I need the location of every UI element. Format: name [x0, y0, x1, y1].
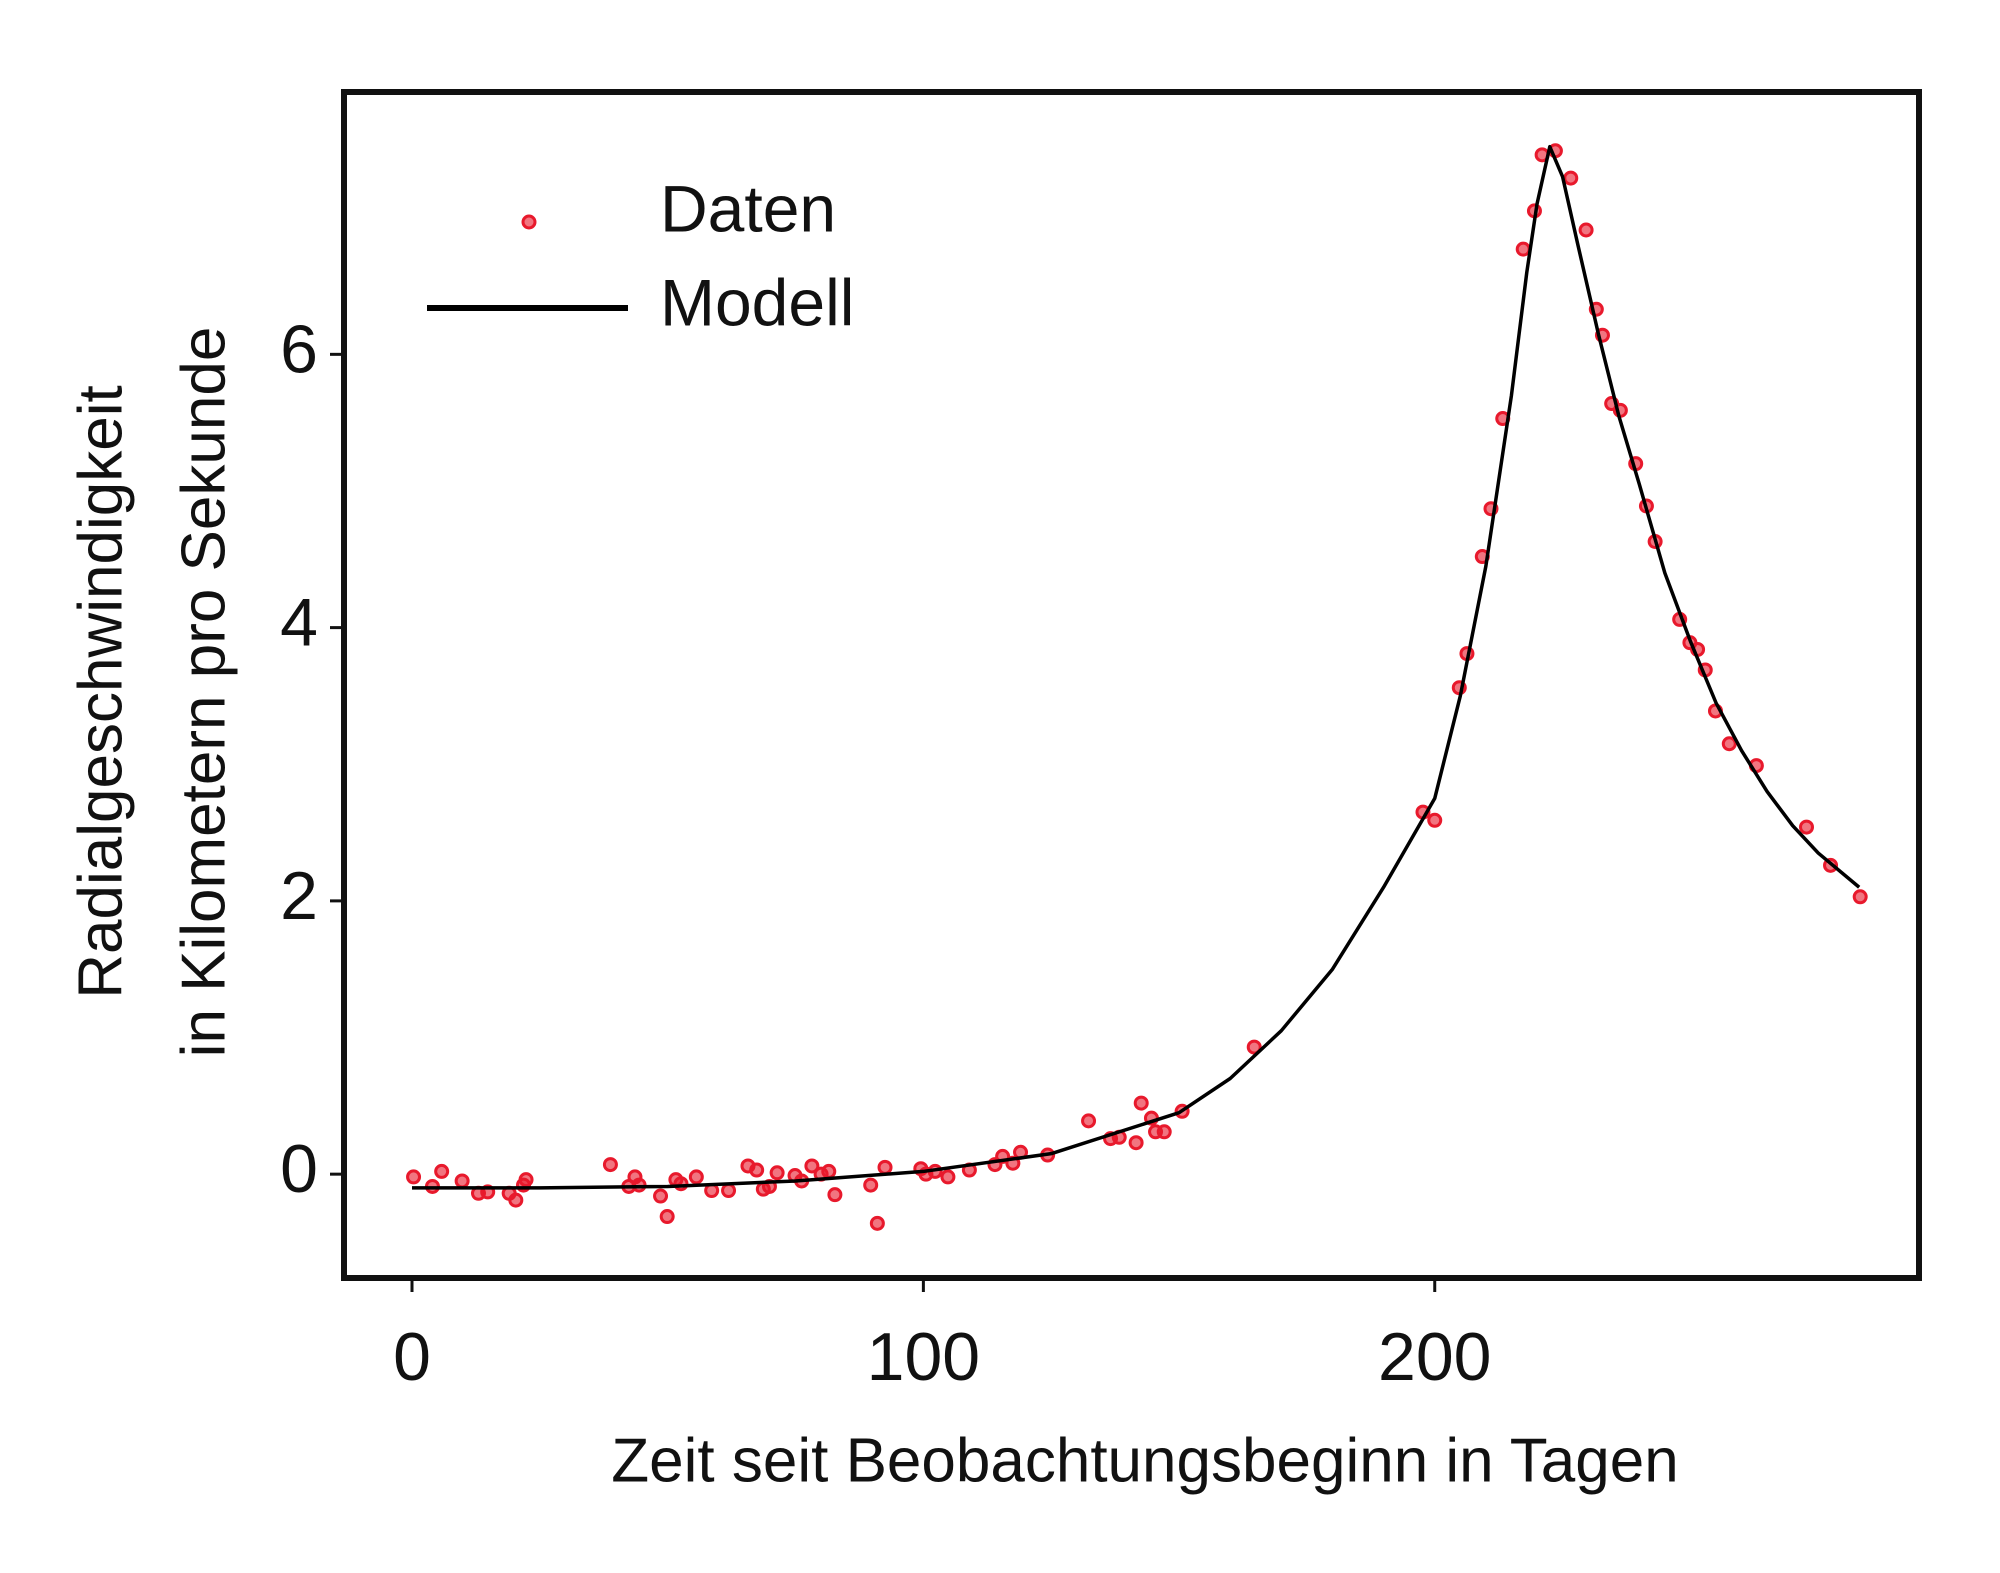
legend-label: Daten — [660, 171, 836, 245]
data-point — [863, 1177, 879, 1193]
y-tick-label: 2 — [280, 858, 318, 934]
y-tick-label: 4 — [280, 585, 318, 661]
data-point — [1427, 812, 1443, 828]
data-point — [940, 1169, 956, 1185]
y-axis-title: Radialgeschwindigkeit — [66, 385, 135, 998]
data-point — [877, 1159, 893, 1175]
x-axis-title: Zeit seit Beobachtungsbeginn in Tagen — [611, 1426, 1678, 1495]
x-tick-label: 0 — [393, 1319, 431, 1395]
data-point — [1578, 222, 1594, 238]
data-point — [1563, 170, 1579, 186]
data-point — [749, 1162, 765, 1178]
data-point — [659, 1209, 675, 1225]
data-point — [518, 1172, 534, 1188]
data-point — [1128, 1135, 1144, 1151]
y-axis-title: in Kilometern pro Sekunde — [169, 327, 238, 1058]
y-tick-label: 6 — [280, 311, 318, 387]
model-line — [412, 144, 1861, 1190]
legend-marker — [521, 214, 537, 230]
data-point — [869, 1215, 885, 1231]
data-point — [1081, 1113, 1097, 1129]
data-point — [827, 1187, 843, 1203]
data-point — [1156, 1124, 1172, 1140]
data-point — [1799, 819, 1814, 835]
data-point — [454, 1173, 470, 1189]
data-point — [508, 1192, 524, 1208]
data-point — [653, 1188, 669, 1204]
data-point — [688, 1169, 704, 1185]
data-point — [434, 1163, 450, 1179]
y-tick-label: 0 — [280, 1131, 318, 1207]
data-point — [1721, 736, 1737, 752]
data-point — [1133, 1095, 1149, 1111]
x-tick-label: 100 — [867, 1319, 980, 1395]
data-point — [1515, 241, 1531, 257]
data-point — [804, 1158, 820, 1174]
data-point — [769, 1165, 785, 1181]
data-point — [721, 1183, 737, 1199]
data-point — [673, 1176, 689, 1192]
data-point — [406, 1169, 422, 1185]
data-point — [602, 1157, 618, 1173]
plot-frame — [341, 89, 1922, 1281]
data-point — [1246, 1039, 1262, 1055]
x-tick-label: 200 — [1378, 1319, 1491, 1395]
data-point — [1852, 889, 1868, 905]
legend-label: Modell — [660, 265, 854, 339]
data-point — [821, 1163, 837, 1179]
